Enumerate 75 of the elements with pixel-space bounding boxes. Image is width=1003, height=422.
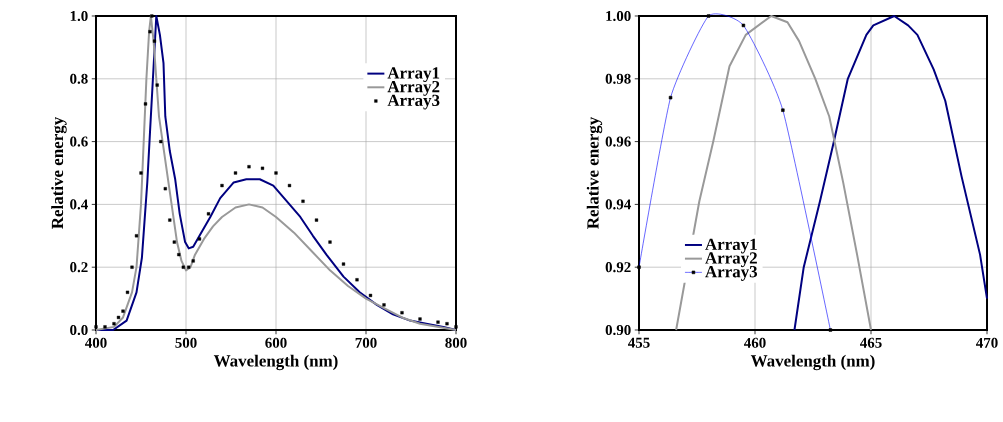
y-tick-label: 1.0: [70, 10, 88, 22]
point: [125, 290, 130, 294]
point: [206, 212, 211, 216]
point: [197, 237, 202, 241]
x-tick-label: 465: [860, 337, 882, 348]
point: [94, 325, 98, 329]
point: [287, 183, 292, 188]
y-tick-label: 1.00: [606, 10, 631, 22]
y-tick-label: 0.98: [605, 73, 631, 84]
point: [314, 218, 319, 222]
y-tick-label: 0.90: [605, 324, 631, 336]
point: [155, 83, 159, 87]
point: [436, 320, 440, 324]
line-series: [675, 15, 873, 331]
x-tick-label: 700: [355, 337, 377, 348]
x-tick-label: 500: [175, 337, 197, 348]
point: [454, 325, 458, 329]
point: [418, 317, 422, 321]
point: [150, 14, 154, 18]
y-tick-label: 0.92: [605, 262, 631, 273]
point: [274, 171, 278, 175]
y-tick-label: 0.6: [70, 136, 88, 147]
legend-label: Array1: [705, 238, 757, 254]
point: [168, 218, 172, 222]
x-axis-title: Wavelength (nm): [750, 354, 875, 371]
x-tick-label: 400: [85, 337, 107, 348]
point: [382, 303, 386, 307]
point: [130, 265, 134, 269]
x-axis-title: Wavelength (nm): [213, 354, 338, 371]
point: [260, 166, 265, 170]
point: [400, 311, 404, 315]
y-tick-label: 0.94: [605, 199, 631, 210]
x-tick-label: 460: [744, 337, 766, 348]
point: [159, 140, 163, 144]
point: [177, 253, 181, 257]
point: [328, 240, 332, 244]
point: [341, 262, 346, 266]
legend-label: Array2: [705, 252, 757, 268]
legend-label: Array2: [387, 80, 440, 96]
point: [187, 265, 191, 269]
point: [143, 102, 148, 106]
point: [116, 315, 121, 320]
point: [191, 259, 195, 263]
x-tick-label: 470: [976, 337, 998, 348]
legend-label: Array3: [387, 94, 440, 110]
point: [220, 183, 224, 188]
x-tick-label: 455: [628, 337, 650, 348]
point: [163, 187, 167, 191]
point: [445, 322, 449, 326]
point: [247, 165, 251, 169]
point: [233, 171, 238, 175]
point: [368, 293, 373, 298]
point: [121, 309, 125, 313]
point: [301, 199, 305, 203]
x-tick-label: 600: [265, 337, 287, 348]
point: [103, 325, 107, 329]
point: [181, 265, 185, 269]
y-tick-label: 0.4: [70, 199, 88, 210]
legend-label: Array3: [705, 266, 758, 281]
point: [139, 171, 143, 175]
y-tick-label: 0.96: [605, 136, 631, 147]
line-series: [793, 15, 989, 331]
point: [148, 30, 152, 34]
x-tick-label: 800: [445, 337, 467, 348]
point: [172, 240, 176, 244]
y-axis-title: Relative energy: [586, 116, 603, 229]
y-tick-label: 0.2: [70, 262, 88, 273]
y-tick-label: 0.8: [70, 73, 88, 84]
point: [355, 278, 359, 282]
legend-label: Array1: [387, 67, 440, 83]
point: [112, 322, 116, 326]
y-axis-title: Relative energy: [51, 116, 67, 229]
point: [134, 234, 139, 238]
point: [152, 39, 157, 43]
y-tick-label: 0.0: [70, 324, 88, 336]
